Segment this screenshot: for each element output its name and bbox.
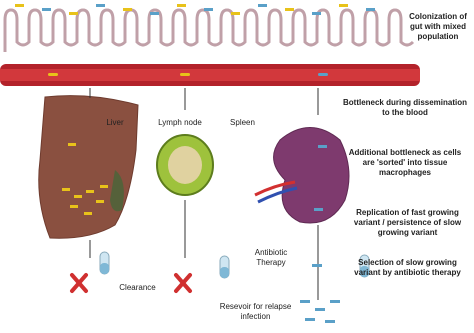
gut-villi (3, 4, 415, 52)
organ-label: Liver (106, 118, 124, 127)
bacterium (339, 4, 348, 7)
vein (257, 186, 298, 204)
bacterium (48, 73, 58, 76)
bacterium (42, 8, 51, 11)
clearance-marks (70, 273, 192, 293)
organ-label: Spleen (230, 118, 255, 127)
bacterium (123, 8, 132, 11)
therapy-label: Antibiotic Therapy (254, 248, 288, 267)
blood-vessel-lumen (0, 69, 420, 81)
arrows (89, 88, 319, 300)
pills (99, 251, 370, 279)
bacterium (312, 12, 321, 15)
liver-bacteria (62, 143, 108, 215)
step-text: Bottleneck during dissemination to the b… (342, 98, 467, 117)
bacterium (150, 12, 159, 15)
bacterium (318, 145, 327, 148)
spleen (273, 127, 350, 224)
step-text: Additional bottleneck as cells are 'sort… (348, 148, 462, 177)
bacterium (15, 4, 24, 7)
lymph-node-core (168, 146, 202, 184)
bacterium (314, 208, 323, 211)
bacterium (96, 4, 105, 7)
bacterium (231, 12, 240, 15)
bacterium (177, 4, 186, 7)
gallbladder (110, 170, 124, 212)
bacterium (366, 8, 375, 11)
step-text: Selection of slow growing variant by ant… (354, 258, 461, 277)
villi-outline (3, 8, 415, 52)
bacterium (204, 8, 213, 11)
bacterium (180, 73, 190, 76)
step-text: Replication of fast growing variant / pe… (353, 208, 462, 237)
reservoir-label: Resevoir for relapse infection (219, 302, 292, 321)
liver (38, 95, 139, 239)
clearance-label: Clearance (119, 283, 156, 292)
bacterium (318, 73, 328, 76)
organ-label: Lymph node (158, 118, 202, 127)
step-text: Colonization of gut with mixed populatio… (409, 12, 467, 41)
reservoir-bacteria (300, 264, 340, 323)
bacterium (285, 8, 294, 11)
bacterium (258, 4, 267, 7)
artery (254, 180, 296, 197)
bacterium (69, 12, 78, 15)
